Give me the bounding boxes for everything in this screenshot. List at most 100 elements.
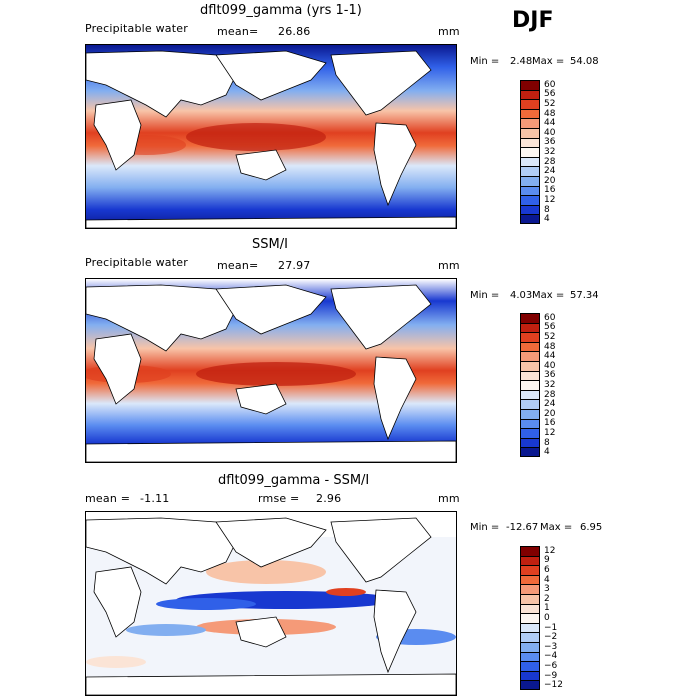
colorbar-tick-label: 56 — [544, 89, 556, 100]
panel3-colorbar — [520, 546, 540, 690]
colorbar-tick-label: 12 — [544, 545, 556, 556]
colorbar-tick-label: 24 — [544, 399, 556, 410]
colorbar-segment — [520, 428, 540, 438]
antarctica — [86, 673, 456, 695]
colorbar-segment — [520, 555, 540, 566]
colorbar-segment — [520, 137, 540, 148]
colorbar-segment — [520, 89, 540, 100]
colorbar-tick-label: 36 — [544, 370, 556, 381]
colorbar-tick-label: 32 — [544, 147, 556, 157]
panel1-min-value: 2.48 — [510, 56, 533, 67]
colorbar-tick-label: 20 — [544, 175, 556, 186]
antarctica — [86, 216, 456, 228]
panel1-title: dflt099_gamma (yrs 1-1) — [200, 3, 362, 18]
colorbar-segment — [520, 584, 540, 594]
colorbar-tick-label: 48 — [544, 341, 556, 352]
colorbar-segment — [520, 622, 540, 633]
colorbar-segment — [520, 408, 540, 419]
colorbar-segment — [520, 603, 540, 614]
panel1-max-label: Max = — [532, 56, 565, 67]
colorbar-segment — [520, 418, 540, 429]
panel1-mean-value: 26.86 — [278, 25, 311, 38]
colorbar-tick-label: 2 — [544, 593, 550, 604]
colorbar-tick-label: −1 — [544, 622, 558, 633]
colorbar-segment — [520, 341, 540, 352]
colorbar-tick-label: 60 — [544, 79, 556, 90]
colorbar-tick-label: 48 — [544, 108, 556, 119]
colorbar-segment — [520, 332, 540, 342]
panel2-map — [85, 278, 457, 463]
panel2-mean-label: mean= — [217, 259, 259, 272]
colorbar-tick-label: 4 — [544, 214, 550, 225]
antarctica — [86, 440, 456, 462]
colorbar-segment — [520, 108, 540, 119]
colorbar-tick-label: 44 — [544, 118, 556, 129]
panel3-units: mm — [438, 492, 460, 505]
colorbar-segment — [520, 127, 540, 138]
colorbar-tick-label: 28 — [544, 156, 556, 167]
panel3-min-value: -12.67 — [506, 522, 539, 533]
colorbar-segment — [520, 156, 540, 167]
panel2-mean-value: 27.97 — [278, 259, 311, 272]
australia — [235, 616, 287, 648]
colorbar-segment — [520, 322, 540, 333]
anomaly-warm-east — [326, 588, 366, 596]
colorbar-tick-label: 16 — [544, 185, 556, 196]
panel3-min-label: Min = — [470, 522, 500, 533]
continents — [86, 284, 456, 462]
colorbar-segment — [520, 175, 540, 186]
colorbar-segment — [520, 99, 540, 109]
panel3-rmse-value: 2.96 — [316, 492, 342, 505]
panel2-max-label: Max = — [532, 290, 565, 301]
south-america — [373, 589, 417, 674]
colorbar-segment — [520, 166, 540, 176]
panel2-left-label: Precipitable water — [85, 256, 188, 269]
panel1-max-value: 54.08 — [570, 56, 599, 67]
colorbar-tick-label: 20 — [544, 408, 556, 419]
colorbar-segment — [520, 574, 540, 585]
colorbar-tick-label: 28 — [544, 389, 556, 400]
panel1-mean-label: mean= — [217, 25, 259, 38]
panel1-left-label: Precipitable water — [85, 22, 188, 35]
colorbar-segment — [520, 641, 540, 652]
panel2-max-value: 57.34 — [570, 290, 599, 301]
asia-east — [215, 284, 327, 335]
colorbar-segment — [520, 565, 540, 575]
colorbar-tick-label: −12 — [544, 680, 563, 691]
colorbar-segment — [520, 80, 540, 90]
panel3-title: dflt099_gamma - SSM/I — [218, 473, 370, 488]
colorbar-tick-label: 60 — [544, 312, 556, 323]
panel2-colorbar — [520, 313, 540, 457]
colorbar-segment — [520, 351, 540, 361]
south-america — [373, 122, 417, 207]
colorbar-tick-label: 4 — [544, 447, 550, 458]
colorbar-tick-label: −6 — [544, 661, 558, 671]
continents — [86, 517, 456, 695]
colorbar-segment — [520, 546, 540, 556]
anomaly-warm-southwest — [86, 656, 146, 668]
anomaly-warm-north — [206, 560, 326, 584]
colorbar-segment — [520, 632, 540, 642]
panel3-map — [85, 511, 457, 696]
panel1-colorbar — [520, 80, 540, 224]
colorbar-segment — [520, 399, 540, 409]
colorbar-tick-label: 40 — [544, 360, 556, 371]
panel2-units: mm — [438, 259, 460, 272]
panel3-mean-label: mean = — [85, 492, 131, 505]
colorbar-segment — [520, 613, 540, 623]
colorbar-tick-label: 6 — [544, 565, 550, 575]
colorbar-tick-label: −9 — [544, 670, 558, 681]
panel1-map — [85, 44, 457, 229]
colorbar-tick-label: 0 — [544, 613, 550, 623]
colorbar-segment — [520, 670, 540, 681]
colorbar-tick-label: 12 — [544, 195, 556, 205]
colorbar-segment — [520, 313, 540, 323]
colorbar-tick-label: −2 — [544, 632, 558, 643]
warm-pool — [186, 123, 326, 151]
colorbar-segment — [520, 380, 540, 390]
panel3-map-svg — [86, 512, 456, 695]
north-america — [330, 50, 432, 116]
colorbar-tick-label: 8 — [544, 437, 550, 448]
panel2-min-label: Min = — [470, 290, 500, 301]
colorbar-tick-label: 32 — [544, 380, 556, 390]
